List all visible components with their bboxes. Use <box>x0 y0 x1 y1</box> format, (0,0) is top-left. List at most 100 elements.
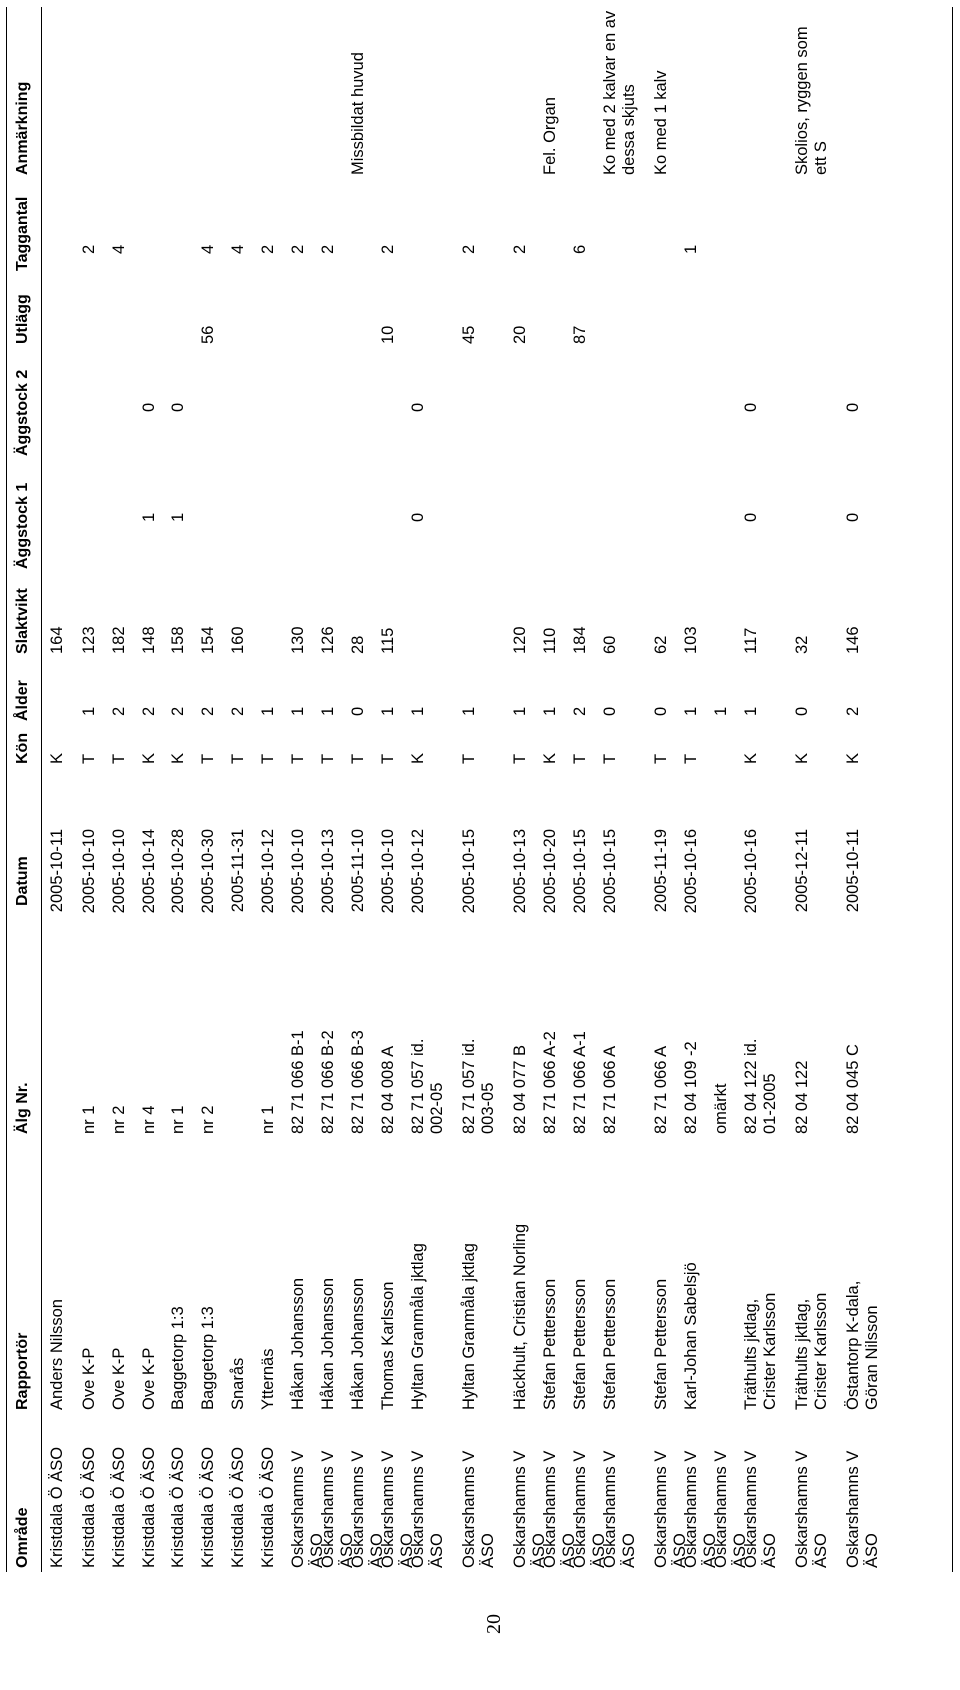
cell-datum: 2005-12-11 <box>793 829 811 913</box>
cell-slaktvikt: 103 <box>682 626 700 654</box>
cell-kon: T <box>379 753 397 764</box>
cell-datum: 2005-10-13 <box>511 829 529 914</box>
cell-alg-nr: 82 71 066 A-1 <box>571 1031 589 1134</box>
cell-slaktvikt: 146 <box>844 626 862 654</box>
cell-alg-nr: 82 71 057 id. 002-05 <box>409 1038 446 1134</box>
cell-alder: 2 <box>169 706 187 716</box>
cell-kon: K <box>48 752 66 764</box>
cell-omrade: Oskarshamns V ÄSO <box>460 1450 497 1568</box>
cell-alg-nr: nr 2 <box>199 1105 217 1134</box>
cell-omrade: Kristdala Ö ÄSO <box>110 1446 128 1568</box>
cell-rapportor: Håkan Johansson <box>289 1277 307 1410</box>
cell-slaktvikt: 115 <box>379 627 397 654</box>
cell-alder: 0 <box>349 706 367 716</box>
cell-kon: T <box>289 753 307 764</box>
cell-datum: 2005-10-20 <box>541 829 559 914</box>
cell-datum: 2005-10-14 <box>140 829 158 914</box>
cell-rapportor: Ove K-P <box>140 1347 158 1410</box>
cell-alder: 0 <box>793 706 811 716</box>
cell-rapportor: Ytternäs <box>259 1348 277 1410</box>
cell-alg-nr: nr 1 <box>169 1105 187 1134</box>
cell-taggantal: 2 <box>460 244 478 254</box>
cell-alg-nr: 82 04 045 C <box>844 1044 862 1134</box>
cell-alg-nr: nr 1 <box>259 1105 277 1134</box>
data-table: Område Rapportör Älg Nr. Datum Kön Ålder… <box>6 7 960 1572</box>
cell-slaktvikt: 182 <box>110 626 128 654</box>
header-alg-nr: Älg Nr. <box>14 1082 31 1134</box>
cell-aggstock1: 1 <box>140 512 158 522</box>
header-anmarkning: Anmärkning <box>14 81 31 175</box>
cell-slaktvikt: 117 <box>742 627 760 654</box>
cell-datum: 2005-10-16 <box>742 829 760 914</box>
cell-slaktvikt: 126 <box>319 626 337 654</box>
cell-taggantal: 2 <box>80 244 98 254</box>
header-aggstock1: Äggstock 1 <box>14 482 31 569</box>
cell-kon: T <box>511 753 529 764</box>
cell-anmarkning: Ko med 1 kalv <box>652 70 670 175</box>
header-aggstock2: Äggstock 2 <box>14 369 31 456</box>
cell-anmarkning: Fel. Organ <box>541 97 559 175</box>
cell-alder: 2 <box>571 706 589 716</box>
header-taggantal: Taggantal <box>14 196 31 271</box>
cell-kon: T <box>199 753 217 764</box>
cell-aggstock1: 0 <box>409 512 427 522</box>
cell-taggantal: 4 <box>110 244 128 254</box>
cell-alder: 2 <box>229 706 247 716</box>
cell-rapportor: Snarås <box>229 1357 247 1410</box>
cell-kon: K <box>140 752 158 764</box>
cell-kon: K <box>793 752 811 764</box>
header-datum: Datum <box>14 856 31 906</box>
cell-slaktvikt: 148 <box>140 626 158 654</box>
cell-rapportor: Häckhult, Cristian Norling <box>511 1223 529 1410</box>
header-rapportor: Rapportör <box>14 1332 31 1410</box>
header-utlagg: Utlägg <box>14 294 31 344</box>
cell-omrade: Kristdala Ö ÄSO <box>229 1446 247 1568</box>
page-number: 20 <box>483 1614 505 1634</box>
cell-utlagg: 20 <box>511 325 529 344</box>
cell-alder: 1 <box>289 706 307 716</box>
cell-alg-nr: 82 71 066 B-1 <box>289 1030 307 1134</box>
cell-kon: K <box>409 752 427 764</box>
cell-aggstock1: 0 <box>742 512 760 522</box>
cell-kon: T <box>110 753 128 764</box>
cell-rapportor: Baggetorp 1:3 <box>169 1306 187 1410</box>
cell-alg-nr: 82 04 077 B <box>511 1045 529 1134</box>
cell-kon: T <box>460 753 478 764</box>
cell-slaktvikt: 158 <box>169 626 187 654</box>
cell-kon: T <box>682 753 700 764</box>
cell-omrade: Kristdala Ö ÄSO <box>259 1446 277 1568</box>
cell-kon: K <box>742 752 760 764</box>
cell-omrade: Oskarshamns V ÄSO <box>844 1450 881 1568</box>
table-header-rule <box>41 7 42 1572</box>
cell-alder: 1 <box>742 706 760 716</box>
cell-datum: 2005-10-15 <box>460 829 478 914</box>
cell-datum: 2005-11-31 <box>229 829 247 913</box>
cell-slaktvikt: 120 <box>511 626 529 654</box>
cell-alg-nr: 82 71 066 A <box>601 1045 619 1134</box>
cell-taggantal: 6 <box>571 244 589 254</box>
cell-alder: 1 <box>712 706 730 716</box>
cell-utlagg: 56 <box>199 325 217 344</box>
cell-anmarkning: Skolios, ryggen som ett S <box>793 26 830 175</box>
cell-aggstock2: 0 <box>844 402 862 412</box>
cell-rapportor: Träthults jktlag, Crister Karlsson <box>742 1292 779 1410</box>
table-top-rule <box>6 7 7 1572</box>
cell-datum: 2005-11-19 <box>652 829 670 913</box>
cell-datum: 2005-10-10 <box>110 829 128 914</box>
cell-datum: 2005-10-11 <box>844 829 862 913</box>
cell-rapportor: Östantorp K-dala, Göran Nilsson <box>844 1280 881 1410</box>
cell-datum: 2005-10-16 <box>682 829 700 914</box>
cell-rapportor: Stefan Pettersson <box>541 1278 559 1410</box>
cell-rapportor: Stefan Pettersson <box>571 1278 589 1410</box>
cell-alder: 0 <box>652 706 670 716</box>
cell-alder: 2 <box>140 706 158 716</box>
cell-alg-nr: 82 71 066 A <box>652 1045 670 1134</box>
cell-datum: 2005-10-28 <box>169 829 187 914</box>
cell-alg-nr: 82 71 057 id. 003-05 <box>460 1038 497 1134</box>
cell-kon: T <box>80 753 98 764</box>
cell-alg-nr: 82 04 122 id. 01-2005 <box>742 1038 779 1134</box>
cell-slaktvikt: 60 <box>601 635 619 654</box>
cell-rapportor: Stefan Pettersson <box>601 1278 619 1410</box>
cell-slaktvikt: 154 <box>199 626 217 654</box>
cell-slaktvikt: 123 <box>80 626 98 654</box>
